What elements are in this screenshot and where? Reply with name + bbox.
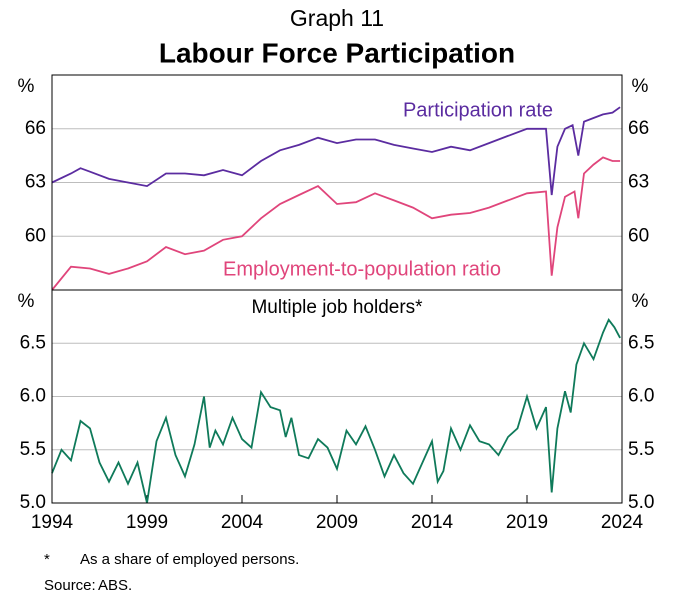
- y-tick-label: 60: [628, 225, 649, 246]
- y-tick-label: 66: [628, 118, 649, 139]
- x-tick-label: 2024: [601, 512, 644, 533]
- panel-title: Multiple job holders*: [251, 297, 423, 318]
- y-unit: %: [18, 291, 35, 312]
- y-tick-label: 63: [628, 172, 649, 193]
- x-tick-label: 1994: [31, 512, 74, 533]
- series-line: [51, 106, 621, 196]
- y-tick-label: 63: [25, 172, 46, 193]
- series-label: Participation rate: [403, 99, 553, 121]
- y-tick-label: 60: [25, 225, 46, 246]
- y-unit: %: [18, 76, 35, 97]
- y-tick-label: 6.5: [628, 332, 654, 353]
- y-tick-label: 6.0: [628, 386, 654, 407]
- y-tick-label: 5.0: [20, 492, 46, 513]
- x-tick-label: 1999: [126, 512, 168, 533]
- y-tick-label: 66: [25, 118, 46, 139]
- y-tick-label: 5.5: [628, 439, 654, 460]
- y-unit: %: [632, 76, 649, 97]
- panel-frame: [51, 289, 623, 504]
- x-tick-label: 2019: [506, 512, 548, 533]
- series-line: [51, 318, 621, 504]
- chart-title: Labour Force Participation: [159, 37, 515, 68]
- y-tick-label: 5.0: [628, 492, 654, 513]
- y-tick-label: 5.5: [20, 439, 46, 460]
- y-unit: %: [632, 291, 649, 312]
- y-tick-label: 6.5: [20, 332, 46, 353]
- note-mark: Source:: [44, 577, 96, 594]
- y-tick-label: 6.0: [20, 386, 46, 407]
- x-tick-label: 2014: [411, 512, 454, 533]
- note-text: As a share of employed persons.: [80, 551, 299, 568]
- note-text: ABS.: [98, 577, 132, 594]
- series-line: [51, 156, 621, 291]
- graph-label: Graph 11: [290, 5, 384, 31]
- x-tick-label: 2004: [221, 512, 264, 533]
- series-label: Employment-to-population ratio: [223, 258, 501, 280]
- x-tick-label: 2009: [316, 512, 358, 533]
- note-mark: *: [44, 551, 50, 568]
